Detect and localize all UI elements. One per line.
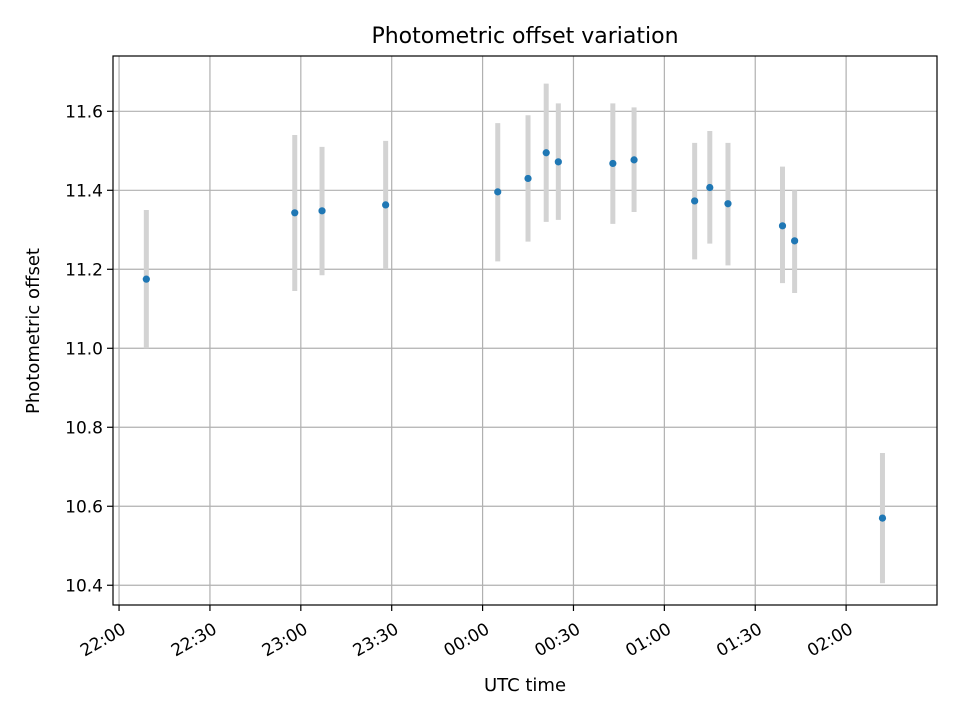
data-point — [706, 183, 714, 192]
y-tick-label: 11.6 — [65, 102, 103, 122]
data-point — [691, 197, 699, 205]
grid-lines — [113, 56, 937, 605]
data-point — [494, 188, 502, 196]
y-tick-label: 11.0 — [65, 339, 103, 359]
x-axis-label: UTC time — [484, 675, 566, 696]
data-point — [791, 237, 799, 245]
y-tick-label: 11.2 — [65, 260, 103, 280]
data-point — [142, 275, 150, 283]
y-tick-label: 10.6 — [65, 497, 103, 517]
data-point — [554, 158, 562, 166]
data-point — [630, 156, 638, 164]
data-point — [318, 207, 326, 215]
data-point — [609, 159, 617, 168]
chart-title: Photometric offset variation — [371, 24, 678, 49]
y-axis-ticks: 10.4 10.6 10.8 11.0 11.2 11.4 11.6 — [65, 102, 113, 596]
data-points — [142, 149, 887, 522]
data-point — [291, 209, 299, 217]
y-tick-label: 10.8 — [65, 418, 103, 438]
data-point — [724, 200, 732, 208]
plot-frame — [112, 55, 938, 606]
y-tick-label: 11.4 — [65, 181, 103, 201]
y-axis-label: Photometric offset — [23, 248, 44, 414]
data-point — [778, 222, 787, 230]
data-point — [542, 149, 550, 157]
data-point — [878, 514, 887, 522]
y-tick-label: 10.4 — [65, 576, 103, 596]
data-point — [524, 174, 532, 183]
data-point — [382, 201, 390, 209]
